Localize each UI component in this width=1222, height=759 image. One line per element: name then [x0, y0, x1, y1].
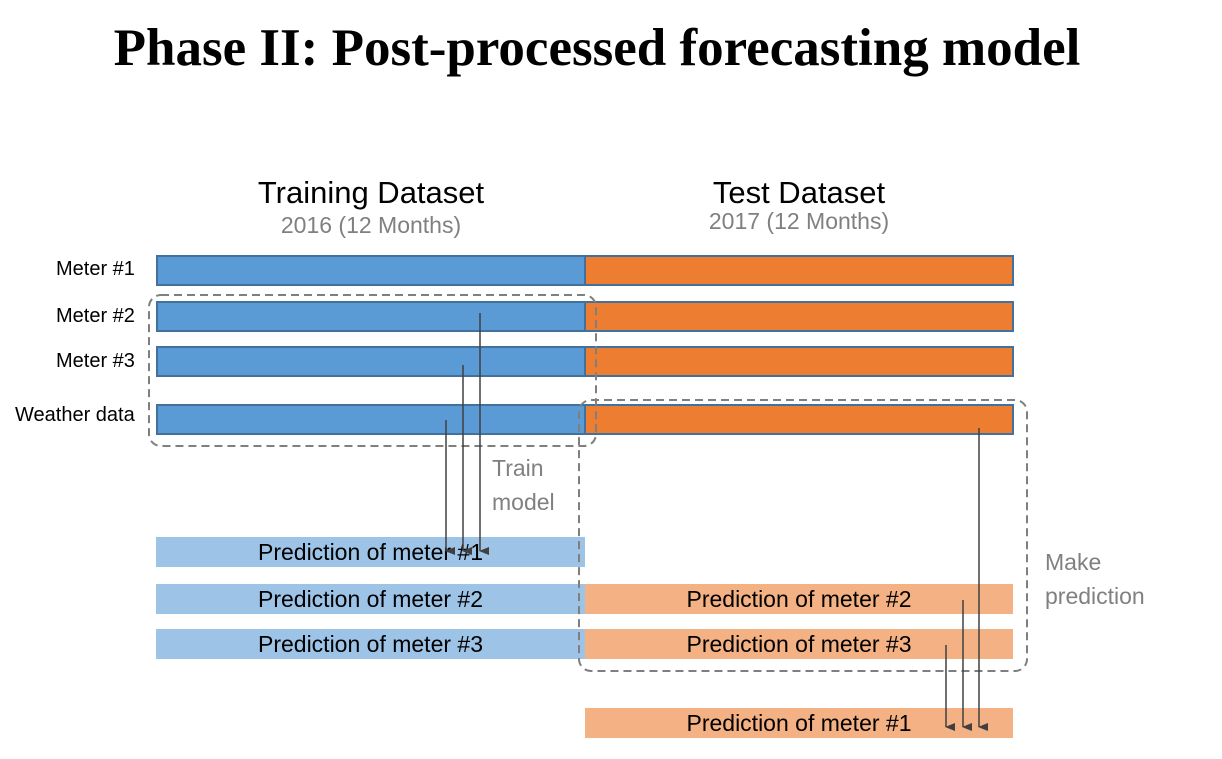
training-bar-meter-3 [156, 346, 586, 377]
test-bar-meter-2 [584, 301, 1014, 332]
training-prediction-bar-meter-1 [156, 537, 585, 567]
row-label-meter-1: Meter #1 [56, 258, 135, 280]
test-bar-weather-data [584, 404, 1014, 435]
test-prediction-bar-meter-1 [585, 708, 1013, 738]
diagram-title: Phase II: Post-processed forecasting mod… [113, 19, 1081, 77]
training-bar-meter-1 [156, 255, 586, 286]
train-model-note: Train model [492, 455, 555, 515]
training-bar-meter-2 [156, 301, 586, 332]
training-bar-weather-data [156, 404, 586, 435]
training-dataset-title: Training Dataset [257, 175, 485, 210]
training-prediction-label-meter-2: Prediction of meter #2 [257, 586, 483, 612]
training-prediction-bar-meter-2 [156, 584, 585, 614]
row-label-meter-2: Meter #2 [56, 305, 135, 327]
test-prediction-bar-meter-2 [585, 584, 1013, 614]
row-label-weather-data: Weather data [15, 404, 135, 426]
training-dataset-period: 2016 (12 Months) [280, 212, 462, 238]
test-bar-meter-1 [584, 255, 1014, 286]
test-prediction-label-meter-3: Prediction of meter #3 [686, 631, 912, 657]
make-prediction-note: Make prediction [1045, 549, 1145, 609]
training-prediction-label-meter-3: Prediction of meter #3 [257, 631, 483, 657]
test-prediction-bar-meter-3 [585, 629, 1013, 659]
test-bar-meter-3 [584, 346, 1014, 377]
training-prediction-bar-meter-3 [156, 629, 585, 659]
test-prediction-label-meter-1: Prediction of meter #1 [686, 710, 912, 736]
make-prediction-group-outline [578, 399, 1028, 672]
test-dataset-title: Test Dataset [712, 175, 886, 210]
test-dataset-period: 2017 (12 Months) [708, 208, 890, 234]
test-prediction-label-meter-2: Prediction of meter #2 [686, 586, 912, 612]
train-model-group-outline [148, 294, 597, 447]
row-label-meter-3: Meter #3 [56, 350, 135, 372]
